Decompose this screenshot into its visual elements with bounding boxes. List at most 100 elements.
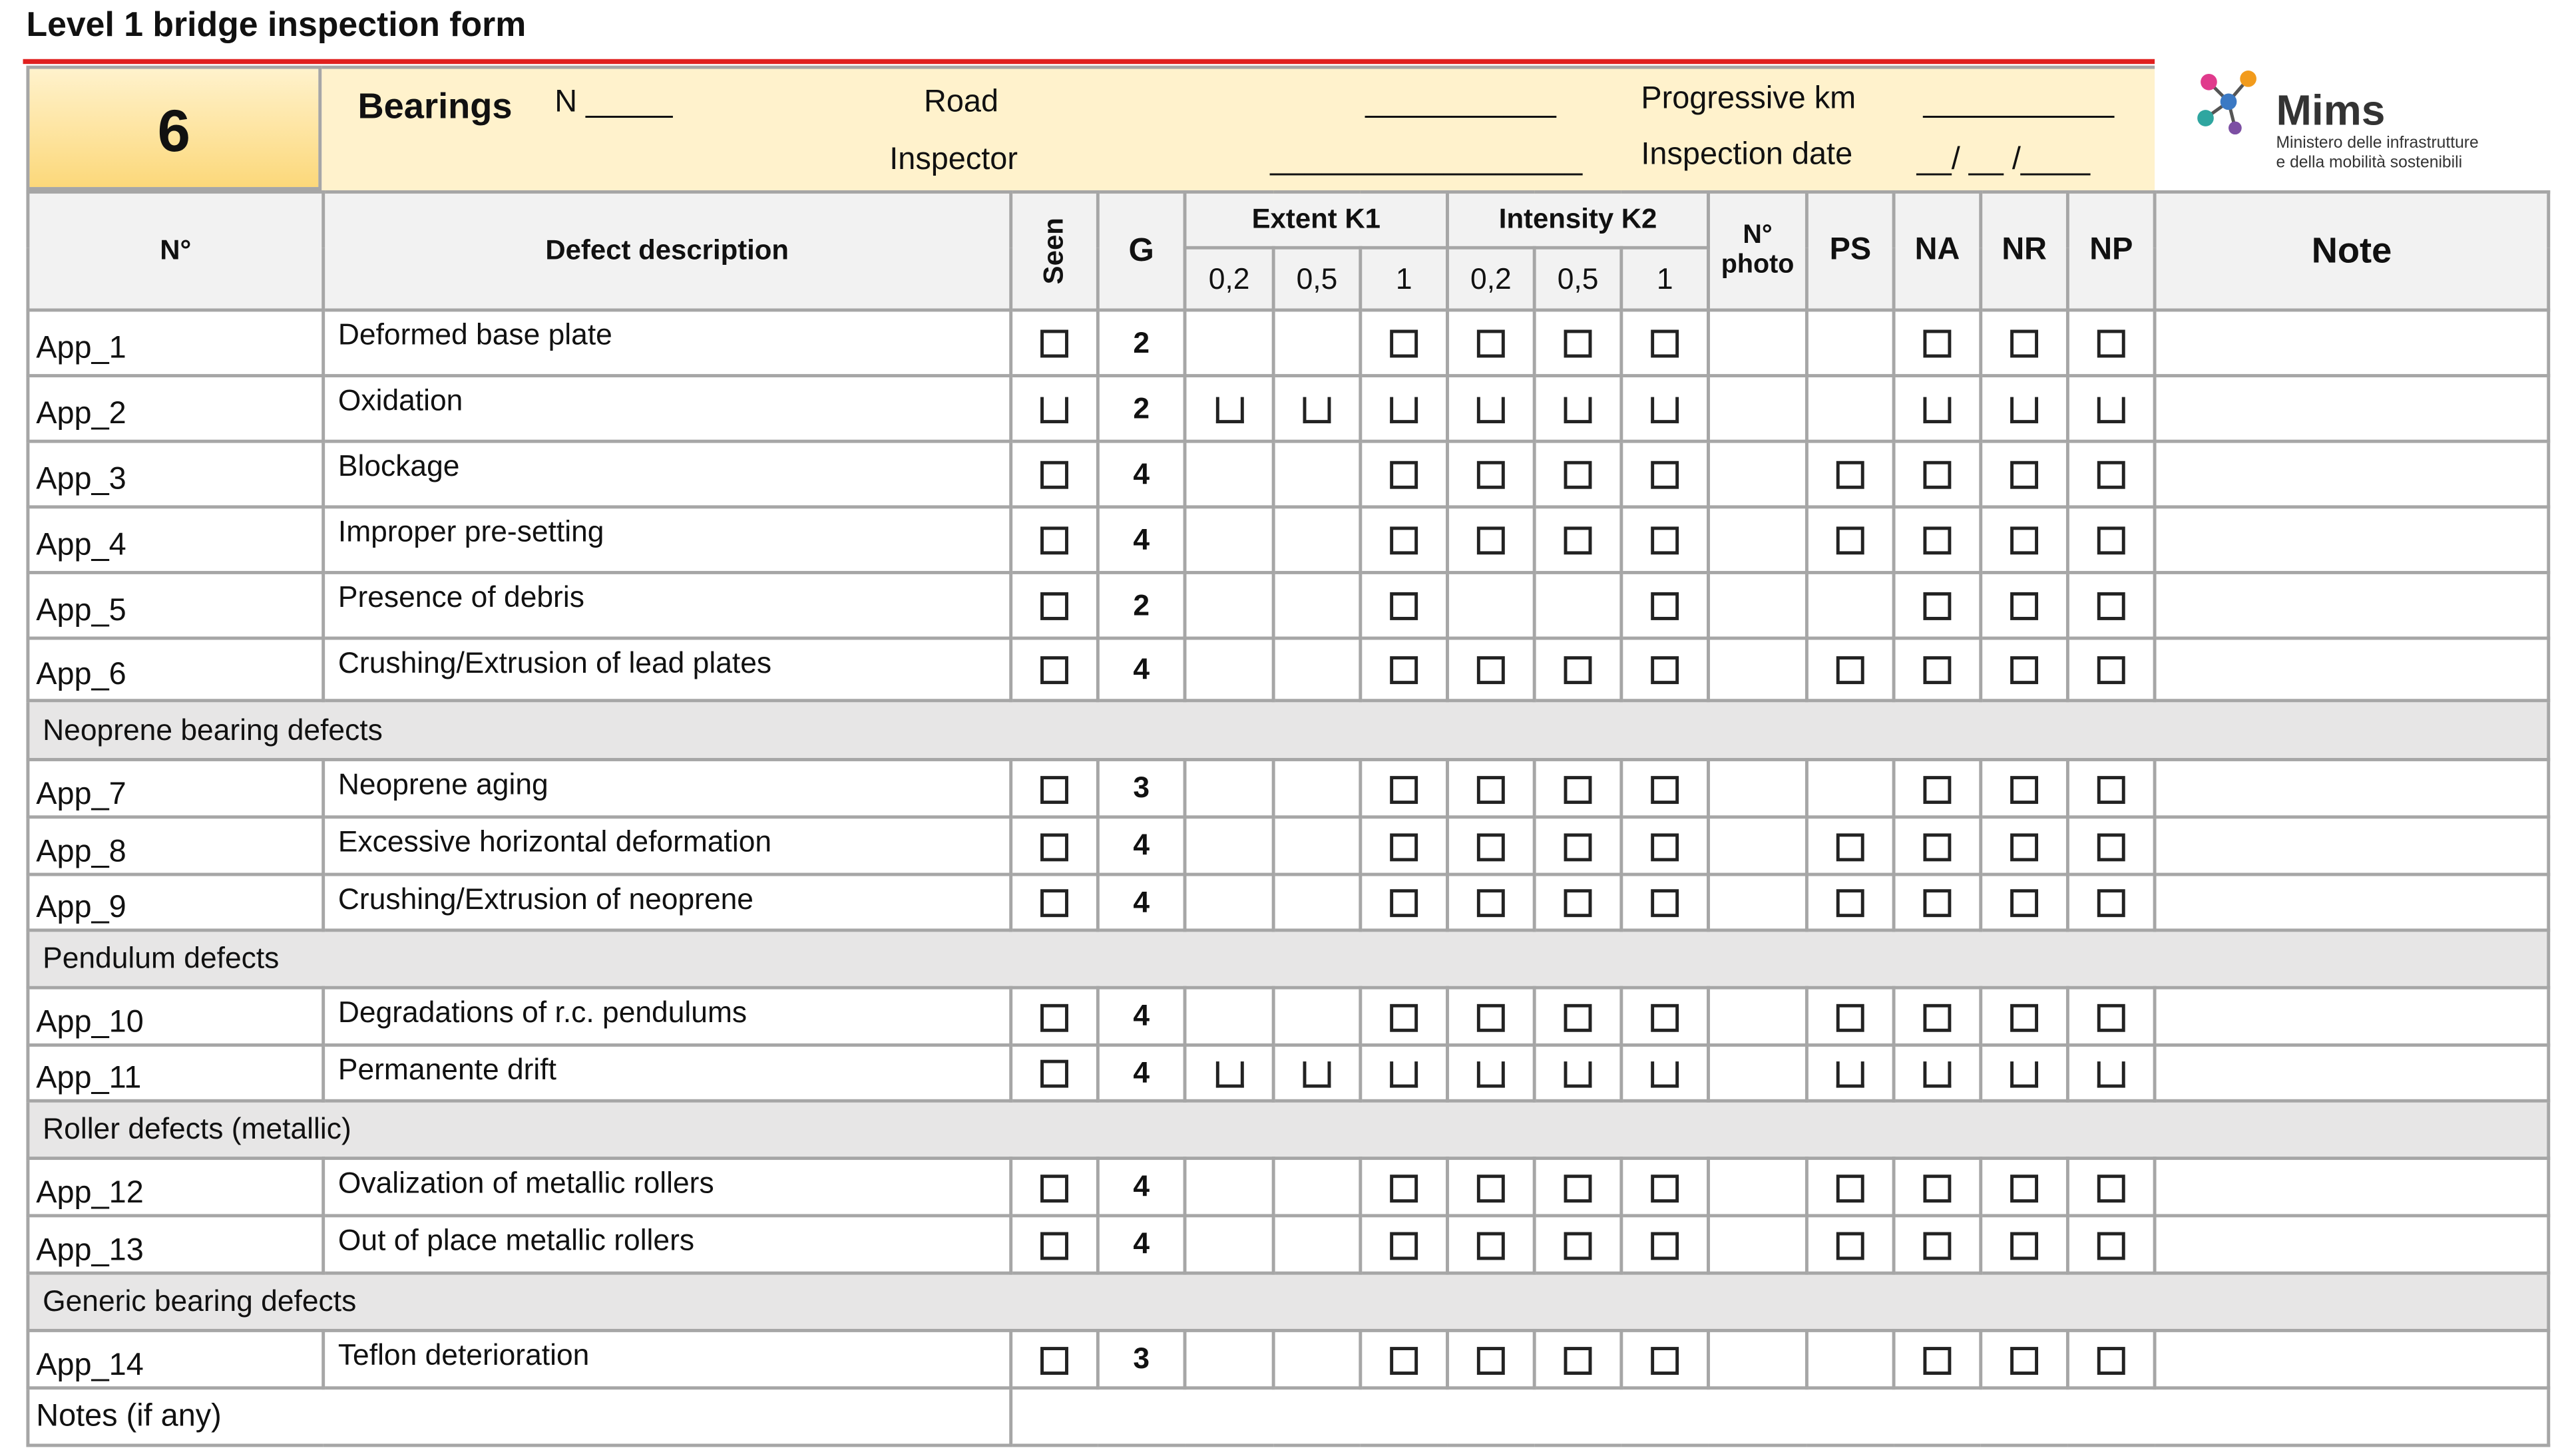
defect-description: Neoprene aging: [321, 758, 1013, 819]
check-cell: [2066, 872, 2157, 932]
defect-row: App_11 Permanente drift 4: [26, 1043, 2551, 1103]
group-label: Generic bearing defects: [26, 1271, 2551, 1332]
check-cell: [1805, 505, 1896, 574]
check-cell: [1009, 570, 1100, 640]
checkbox: [1564, 330, 1592, 359]
check-cell: [1183, 758, 1275, 819]
check-cell: [1805, 872, 1896, 932]
defect-row: App_5 Presence of debris 2: [26, 570, 2551, 640]
checkbox: [1651, 527, 1679, 555]
check-cell: [1359, 374, 1450, 443]
defect-id: App_11: [26, 1043, 325, 1103]
check-cell: [1532, 439, 1623, 509]
check-cell: [1979, 636, 2069, 703]
defect-id: App_12: [26, 1157, 325, 1218]
checkbox: [1390, 461, 1418, 490]
checkbox: [2010, 592, 2039, 621]
column-header: Intensity K2: [1446, 190, 1711, 250]
checkbox: [1923, 461, 1952, 490]
check-cell: [1532, 986, 1623, 1047]
check-cell: [2066, 815, 2157, 876]
group-row: Pendulum defects: [26, 928, 2551, 990]
check-cell: [1271, 570, 1363, 640]
checkbox: [1476, 527, 1505, 555]
check-cell: [1979, 308, 2069, 378]
check-cell: [2066, 636, 2157, 703]
check-cell: [1271, 1328, 1363, 1390]
checkbox: [1476, 397, 1505, 423]
checkbox: [1040, 832, 1068, 861]
check-cell: [1619, 636, 1711, 703]
note-cell: [2153, 636, 2551, 703]
checkbox: [2010, 656, 2039, 685]
notes-label: Notes (if any): [26, 1386, 1013, 1447]
checkbox: [1564, 1061, 1592, 1087]
gravity: 4: [1096, 1157, 1187, 1218]
checkbox: [2010, 527, 2039, 555]
check-cell: [1271, 505, 1363, 574]
logo-line: Ministero delle infrastrutture: [2276, 134, 2479, 153]
checkbox: [1564, 656, 1592, 685]
logo-name: Mims: [2276, 85, 2386, 135]
group-label: Neoprene bearing defects: [26, 699, 2551, 761]
note-cell: [2153, 308, 2551, 378]
check-cell: [1892, 505, 1983, 574]
checkbox: [1923, 1003, 1952, 1032]
column-header: NR: [1979, 190, 2069, 312]
check-cell: [1892, 1043, 1983, 1103]
check-cell: [1805, 1043, 1896, 1103]
check-cell: [2066, 1157, 2157, 1218]
check-cell: [1183, 1157, 1275, 1218]
check-cell: [1532, 1043, 1623, 1103]
defect-description: Ovalization of metallic rollers: [321, 1157, 1013, 1218]
red-rule: [23, 59, 2155, 65]
check-cell: [1271, 758, 1363, 819]
defect-id: App_1: [26, 308, 325, 378]
checkbox: [2010, 1174, 2039, 1202]
checkbox: [1836, 527, 1864, 555]
checkbox: [1564, 1231, 1592, 1260]
defect-id: App_7: [26, 758, 325, 819]
gravity: 4: [1096, 815, 1187, 876]
check-cell: [1619, 1043, 1711, 1103]
defect-description: Improper pre-setting: [321, 505, 1013, 574]
checkbox: [1390, 832, 1418, 861]
check-cell: [1271, 1214, 1363, 1275]
defect-row: App_6 Crushing/Extrusion of lead plates 4: [26, 636, 2551, 703]
inspector-blank: __________________: [1270, 142, 1583, 178]
check-cell: [1805, 986, 1896, 1047]
checkbox: [1390, 656, 1418, 685]
header-band: [321, 65, 2155, 194]
check-cell: [1892, 758, 1983, 819]
checkbox: [2010, 889, 2039, 918]
note-cell: [2153, 986, 2551, 1047]
check-cell: [1446, 374, 1536, 443]
check-cell: [1183, 986, 1275, 1047]
check-cell: [1009, 1214, 1100, 1275]
checkbox: [1476, 656, 1505, 685]
check-cell: [1707, 1043, 1809, 1103]
check-cell: [1009, 374, 1100, 443]
note-cell: [2153, 570, 2551, 640]
defect-id: App_5: [26, 570, 325, 640]
checkbox: [1923, 656, 1952, 685]
check-cell: [1979, 374, 2069, 443]
check-cell: [1271, 1157, 1363, 1218]
checkbox: [1836, 461, 1864, 490]
checkbox: [2010, 1346, 2039, 1375]
form-title: Level 1 bridge inspection form: [26, 6, 527, 45]
defect-row: App_4 Improper pre-setting 4: [26, 505, 2551, 574]
check-cell: [1009, 439, 1100, 509]
level-header: 0,5: [1532, 246, 1623, 312]
check-cell: [1359, 1157, 1450, 1218]
check-cell: [1532, 872, 1623, 932]
column-header: Seen: [1009, 190, 1100, 312]
check-cell: [1892, 986, 1983, 1047]
checkbox: [1390, 397, 1418, 423]
checkbox: [1564, 397, 1592, 423]
note-cell: [2153, 505, 2551, 574]
check-cell: [2066, 439, 2157, 509]
note-cell: [2153, 1043, 2551, 1103]
